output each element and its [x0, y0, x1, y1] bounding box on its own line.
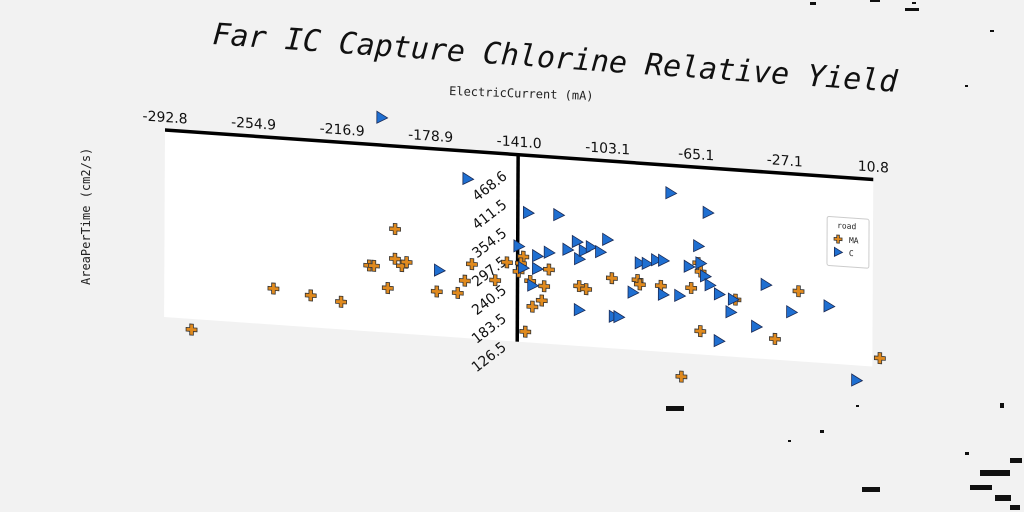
triangle-marker-icon [833, 246, 844, 257]
y-tick-label: 126.5 [469, 339, 510, 376]
scatter-point-ma [543, 263, 555, 276]
scatter-point-ma [573, 280, 586, 293]
scatter-point-ma [267, 282, 280, 295]
scatter-point-ma [185, 323, 198, 336]
x-axis-spine [164, 128, 874, 182]
scatter-point-c [543, 245, 556, 259]
scatter-point-ma [458, 274, 471, 287]
scatter-point-ma [685, 281, 698, 295]
scatter-point-c [553, 207, 566, 222]
x-tick-label: -216.9 [320, 121, 365, 140]
scatter-point-c [702, 205, 715, 219]
scatter-point-c [693, 238, 706, 253]
scatter-point-c [532, 248, 545, 263]
scatter-point-ma [535, 294, 548, 307]
x-tick-label: -178.9 [408, 127, 453, 146]
scatter-point-ma [580, 283, 593, 296]
scatter-point-c [651, 253, 664, 267]
scatter-point-c [573, 302, 586, 317]
x-tick-label: -27.1 [767, 152, 803, 171]
scatter-point-ma [430, 285, 443, 298]
scatter-point-c [562, 242, 575, 256]
scatter-point-ma [489, 274, 502, 287]
scatter-point-c [674, 288, 687, 302]
chart-frame: -292.8 -254.9 -216.9 -178.9 -141.0 -103.1 -65.… [143, 108, 889, 387]
legend-item-c: C [833, 246, 854, 258]
scatter-point-ma [526, 300, 539, 313]
scan-speckles [666, 0, 1022, 510]
scatter-point-ma [519, 325, 532, 338]
legend: road MA C [826, 215, 870, 269]
x-tick-label: -103.1 [585, 139, 630, 158]
scatter-point-c [571, 234, 584, 249]
data-points [185, 110, 886, 387]
scatter-point-ma [792, 285, 805, 298]
scatter-point-c [627, 285, 640, 299]
scatter-point-c [725, 304, 738, 319]
scatter-point-ma [335, 295, 347, 308]
legend-item-ma: MA [833, 234, 859, 246]
scatter-point-c [585, 239, 598, 254]
scatter-point-c [695, 256, 708, 270]
scatter-point-ma [381, 281, 394, 295]
scatter-point-ma [605, 272, 618, 285]
scatter-point-c [823, 299, 836, 313]
scatter-point-c [527, 278, 540, 292]
scatter-point-ma [304, 289, 317, 302]
x-axis-label: ElectricCurrent (mA) [449, 84, 594, 103]
scatter-point-c [786, 304, 799, 319]
plus-marker-icon [833, 234, 843, 244]
scatter-point-ma [538, 280, 551, 293]
legend-label: C [849, 249, 854, 258]
scatter-point-c [522, 205, 535, 220]
scatter-point-c [683, 259, 696, 273]
scatter-point-c [462, 171, 475, 186]
x-tick-label: -65.1 [678, 146, 714, 165]
scatter-point-c [376, 110, 389, 124]
x-tick-labels: -292.8 -254.9 -216.9 -178.9 -141.0 -103.1 -65.… [143, 108, 889, 176]
scatter-point-c [751, 319, 764, 333]
scatter-point-c [851, 373, 864, 387]
scatter-point-c [760, 277, 773, 292]
scatter-point-c [613, 309, 626, 324]
legend-title: road [837, 221, 856, 231]
x-tick-label: -292.8 [143, 108, 188, 127]
scatter-point-c [713, 287, 726, 301]
scatter-point-c [595, 244, 608, 259]
scatter-point-ma [466, 258, 478, 271]
legend-label: MA [849, 236, 859, 246]
x-tick-label: -254.9 [231, 115, 276, 134]
scatter-point-ma [501, 256, 513, 269]
x-tick-label: -141.0 [497, 133, 542, 152]
scatter-point-c [513, 239, 526, 253]
scatter-point-c [578, 243, 591, 258]
scatter-point-ma [451, 286, 464, 299]
scatter-point-ma [389, 222, 401, 236]
scatter-point-ma [400, 256, 413, 269]
scatter-point-c [704, 278, 717, 292]
scatter-point-c [634, 256, 647, 270]
scatter-point-ma [633, 278, 646, 291]
x-tick-label: 10.8 [858, 158, 889, 176]
scatter-point-ma [694, 325, 707, 338]
scatter-point-c [713, 333, 726, 348]
scatter-point-c [658, 253, 671, 267]
scatter-point-ma [396, 260, 408, 273]
scatter-point-ma [368, 259, 380, 272]
scatter-point-c [665, 185, 678, 200]
scatter-point-c [602, 232, 615, 246]
y-axis-label: AreaPerTime (cm2/s) [79, 148, 93, 285]
scatter-point-c [434, 263, 447, 277]
scatter-point-c [727, 292, 740, 306]
scatter-point-ma [769, 332, 781, 345]
scatter-point-c [657, 287, 670, 301]
scatter-point-ma [873, 352, 886, 365]
scatter-point-ma [675, 370, 688, 383]
scatter-point-c [532, 261, 545, 276]
scatter-point-c [518, 260, 531, 275]
scatter-point-c [641, 256, 654, 270]
